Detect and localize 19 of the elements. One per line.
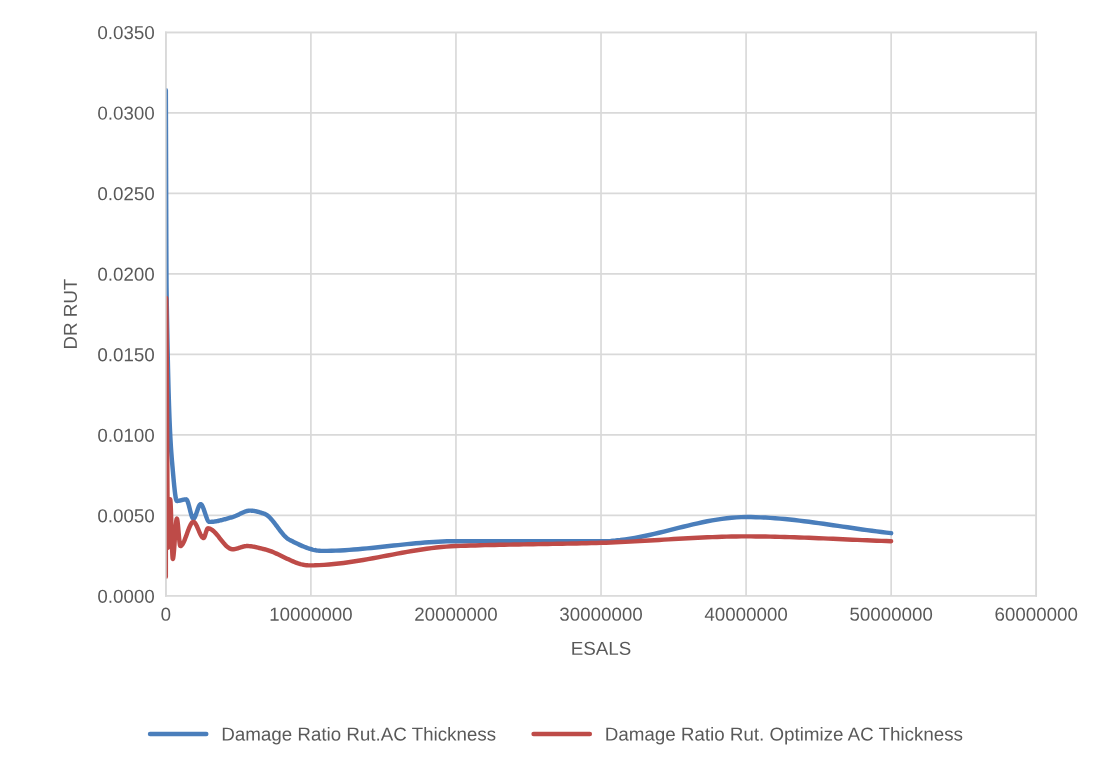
- y-tick-label: 0.0300: [98, 106, 154, 120]
- y-tick-label: 0.0000: [98, 589, 154, 603]
- x-tick-label: 60000000: [995, 607, 1078, 621]
- y-tick-label: 0.0150: [98, 348, 154, 362]
- x-tick-label: 10000000: [270, 607, 352, 621]
- x-tick-label: 40000000: [704, 607, 788, 621]
- x-tick-label: 20000000: [415, 607, 497, 621]
- x-axis-title: ESALS: [572, 641, 631, 655]
- y-tick-label: 0.0350: [98, 26, 154, 40]
- y-tick-label: 0.0100: [98, 428, 154, 442]
- y-tick-label: 0.0250: [98, 187, 154, 201]
- y-tick-label: 0.0200: [98, 267, 154, 281]
- y-axis-title: DR RUT: [63, 279, 78, 349]
- legend-label: Damage Ratio Rut. Optimize AC Thickness: [606, 726, 963, 745]
- x-tick-label: 30000000: [560, 607, 642, 621]
- x-tick-label: 0: [161, 607, 171, 621]
- x-tick-label: 50000000: [850, 607, 933, 621]
- y-tick-label: 0.0050: [98, 509, 154, 523]
- legend-label: Damage Ratio Rut.AC Thickness: [222, 726, 496, 745]
